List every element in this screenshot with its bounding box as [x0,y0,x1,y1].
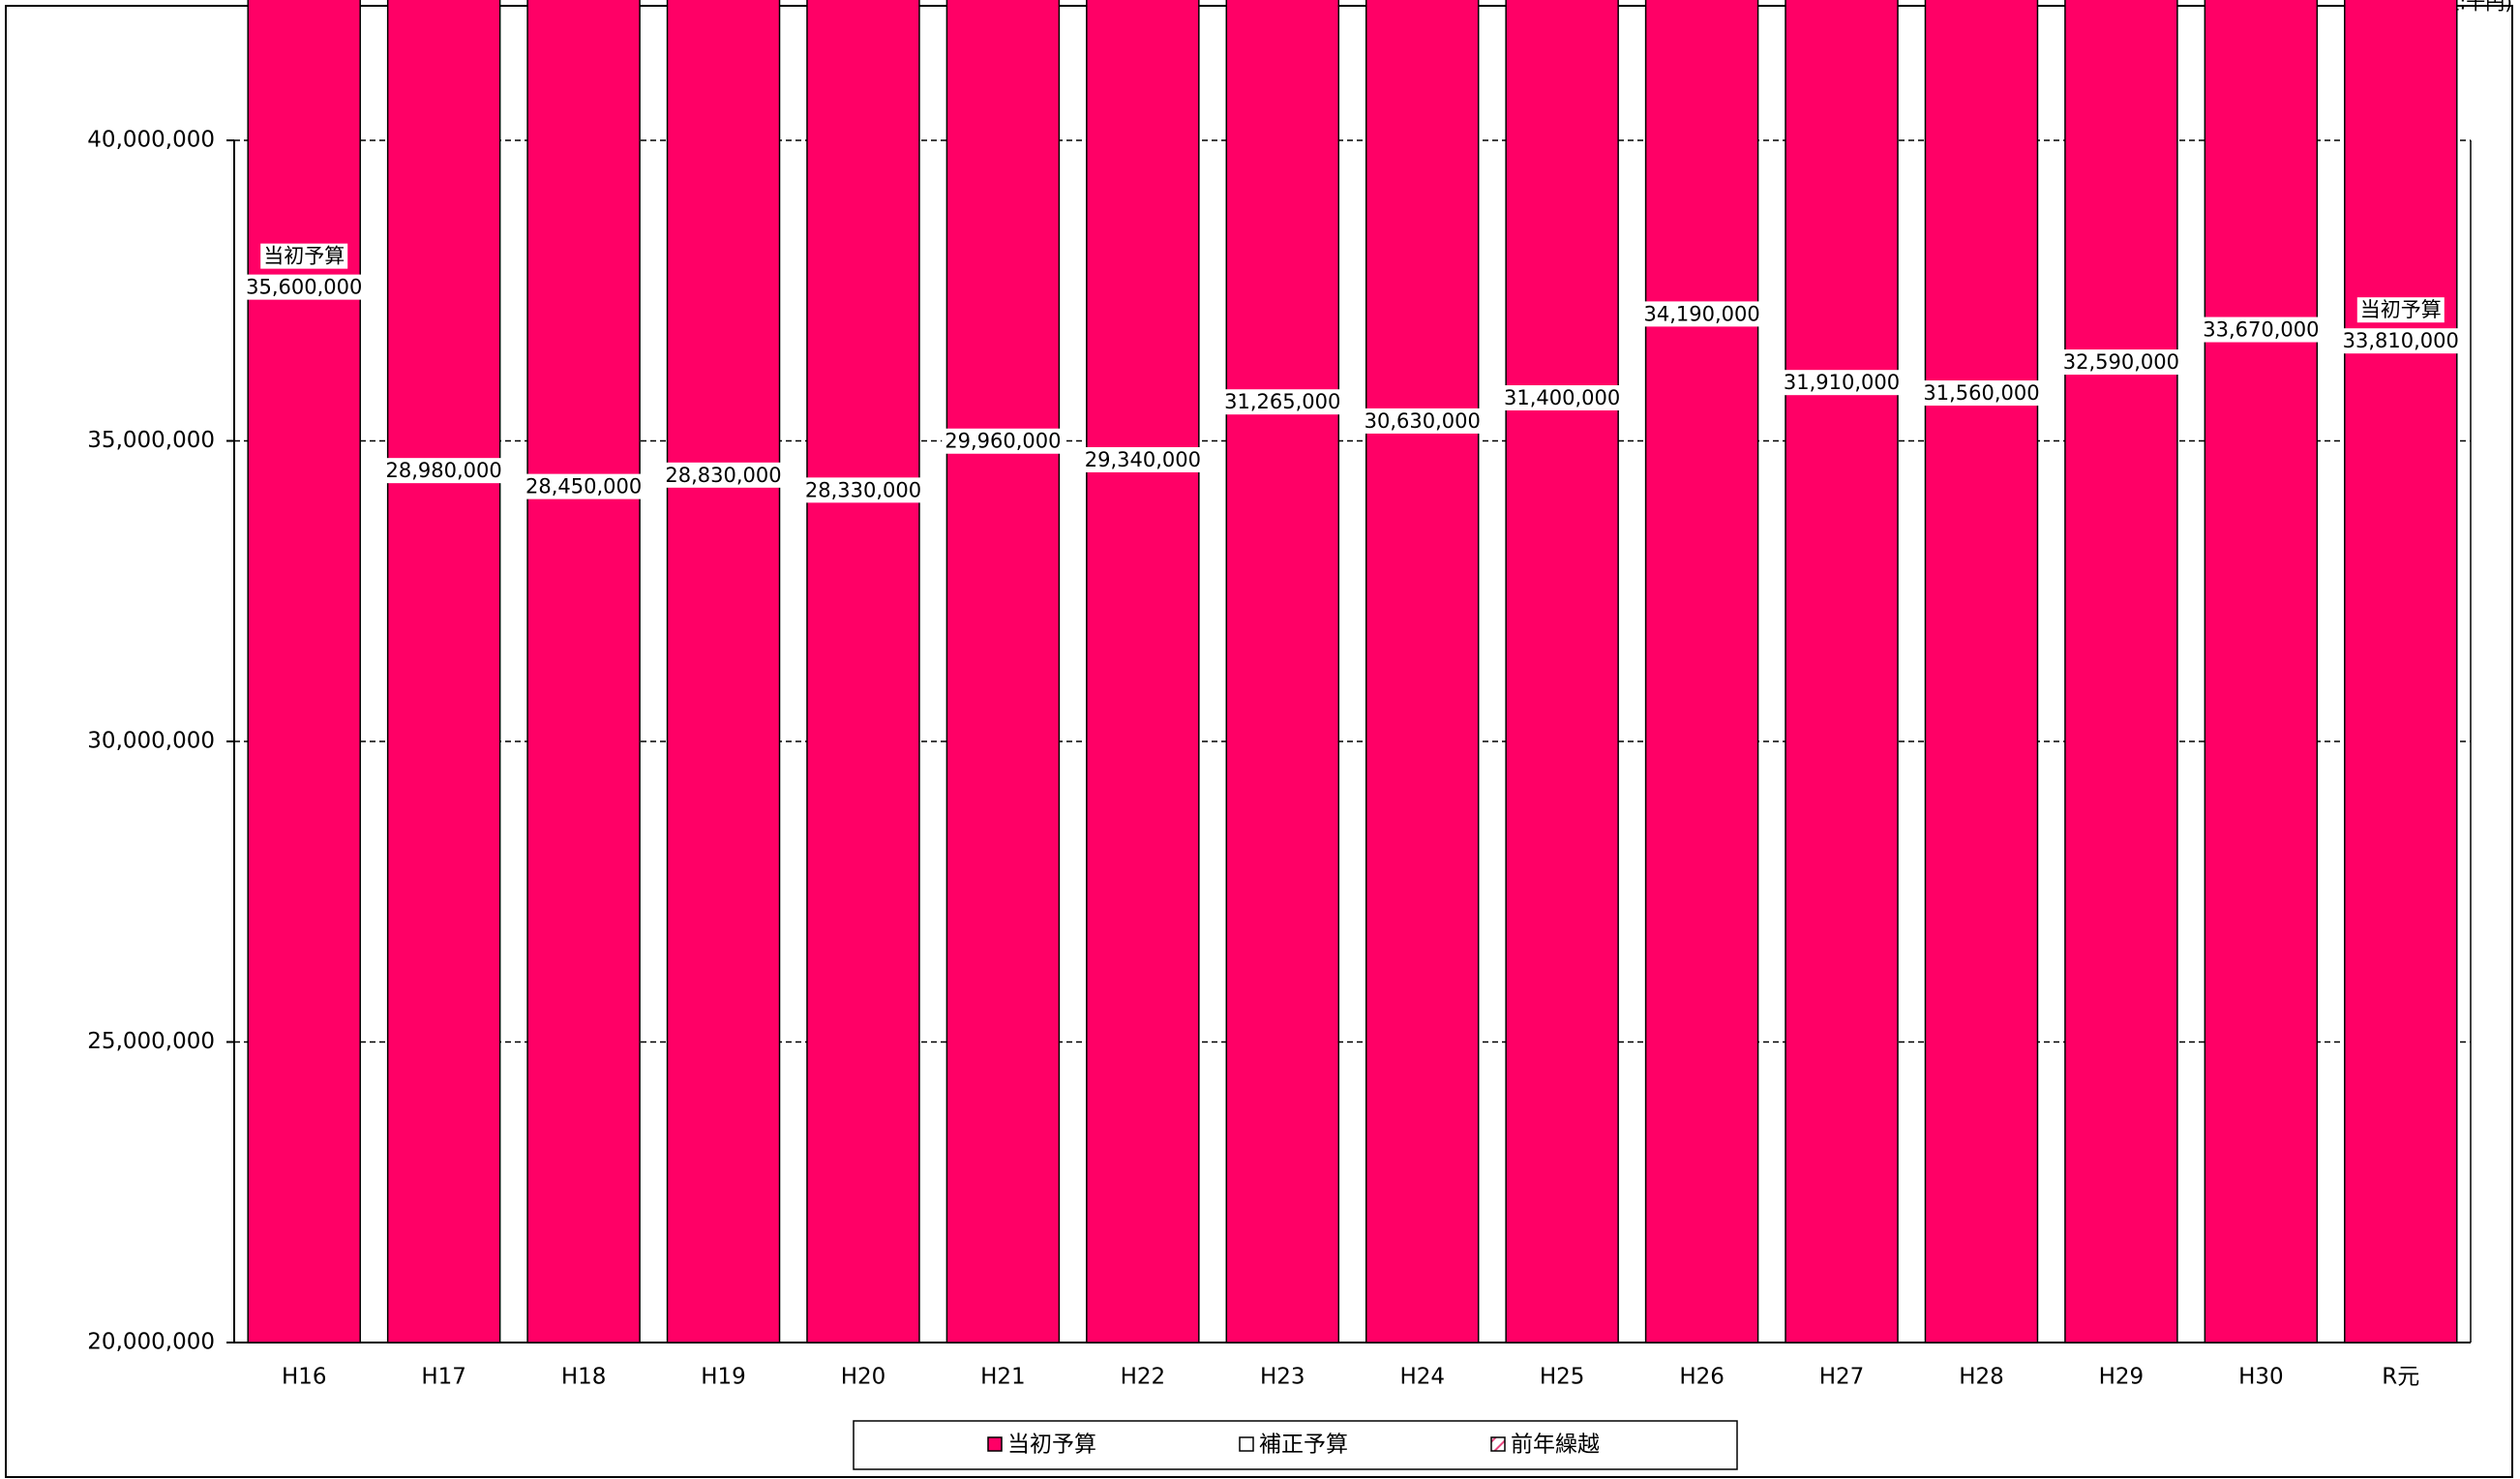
x-tick-label: H16 [282,1365,327,1390]
x-tick-label: H20 [841,1365,886,1390]
bar-segment [1785,0,1899,1343]
bar-segment [2204,0,2319,1343]
label-bg [522,473,645,499]
bar-segment [1225,0,1340,1343]
label-bg [243,274,366,300]
value-label: 29,960,000 [945,430,1061,453]
x-tick-label: H17 [421,1365,466,1390]
x-tick-label: H28 [1959,1365,2004,1390]
bar-segment [2344,0,2458,1343]
value-label: 31,560,000 [1923,381,2039,405]
label-bg [1221,389,1344,415]
bar-segment [386,0,501,1343]
value-label: 28,330,000 [805,478,921,501]
segment-note: 当初予算 [263,245,345,268]
x-tick-label: H25 [1540,1365,1585,1390]
value-label: 29,340,000 [1085,448,1201,471]
value-label: 31,400,000 [1504,386,1620,409]
bar-segment [1365,0,1480,1343]
segment-note: 当初予算 [2360,298,2442,321]
label-bg [2339,328,2462,354]
label-bg [2200,317,2323,343]
legend-swatch [987,1436,1003,1452]
value-label: 32,590,000 [2063,350,2179,374]
x-tick-label: H21 [980,1365,1026,1390]
label-bg [260,243,348,269]
y-tick-label: 20,000,000 [87,1330,215,1355]
y-tick-label: 40,000,000 [87,128,215,153]
x-tick-label: H30 [2238,1365,2284,1390]
bar-segment [2064,0,2178,1343]
label-bg [1780,370,1904,396]
x-tick-label: H22 [1121,1365,1166,1390]
value-label: 31,265,000 [1224,390,1340,413]
label-bg [942,428,1065,454]
x-tick-label: H23 [1260,1365,1305,1390]
bar-segment [806,0,920,1343]
legend-label: 補正予算 [1259,1433,1348,1458]
value-label: 35,600,000 [246,276,362,299]
label-bg [1920,380,2043,407]
x-tick-label: H27 [1819,1365,1865,1390]
x-tick-label: H18 [561,1365,607,1390]
label-bg [1361,407,1484,434]
label-bg [2356,297,2445,323]
bar-segment [945,0,1061,1343]
bar-segment [526,0,641,1343]
label-bg [1081,446,1204,472]
x-tick-label: R元 [2382,1365,2419,1390]
value-label: 28,980,000 [386,459,502,482]
legend-swatch [1490,1436,1506,1452]
bar-segment [1505,0,1619,1343]
label-bg [662,462,785,488]
y-tick-label: 35,000,000 [87,428,215,453]
value-label: 34,190,000 [1643,302,1759,325]
label-bg [2059,349,2183,376]
y-tick-label: 30,000,000 [87,729,215,754]
bar-segment [1086,0,1200,1343]
bar-segment [247,0,361,1343]
bar-segment [1924,0,2039,1343]
label-bg [801,477,925,503]
x-tick-label: H19 [701,1365,746,1390]
bar-segment [666,0,781,1343]
value-label: 33,810,000 [2343,329,2459,352]
value-label: 28,830,000 [665,464,781,487]
legend-label: 前年繰越 [1511,1433,1600,1458]
x-tick-label: H29 [2099,1365,2145,1390]
legend-swatch [1239,1436,1254,1452]
bar-segment [1644,0,1759,1343]
label-bg [1501,385,1624,411]
value-label: 31,910,000 [1784,371,1900,394]
x-tick-label: H26 [1679,1365,1725,1390]
label-bg [1640,301,1763,327]
label-bg [382,458,505,484]
value-label: 33,670,000 [2203,318,2319,342]
value-label: 30,630,000 [1365,409,1481,433]
legend-label: 当初予算 [1007,1433,1096,1458]
x-tick-label: H24 [1399,1365,1445,1390]
value-label: 28,450,000 [525,475,642,498]
y-tick-label: 25,000,000 [87,1029,215,1054]
